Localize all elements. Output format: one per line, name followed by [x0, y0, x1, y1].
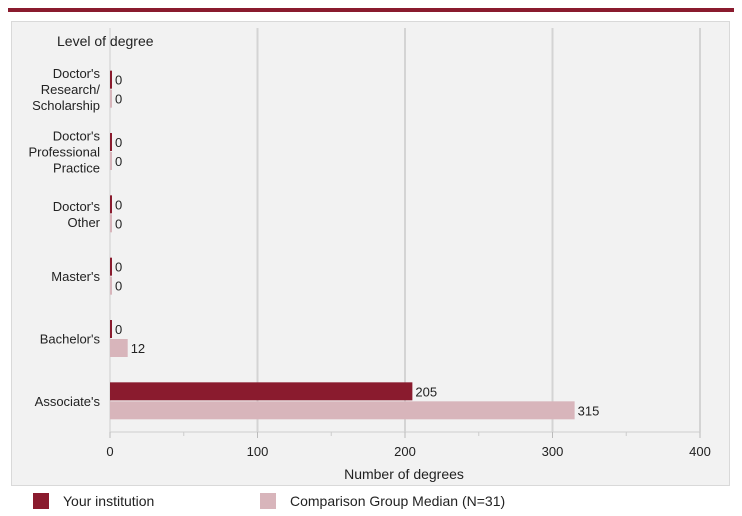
data-label: 0 [115, 73, 122, 88]
legend-label-your-institution: Your institution [63, 493, 154, 509]
category-label: Research/ [41, 82, 101, 97]
category-label: Master's [51, 269, 100, 284]
x-tick-label: 300 [542, 444, 564, 459]
data-label: 0 [115, 135, 122, 150]
bar-comparison [110, 152, 112, 170]
data-label: 0 [115, 154, 122, 169]
data-label: 0 [115, 322, 122, 337]
legend-swatch-comparison [260, 493, 276, 509]
grid-lines [110, 28, 700, 432]
category-label: Doctor's [53, 66, 101, 81]
category-label: Scholarship [32, 98, 100, 113]
x-axis-label: Number of degrees [344, 466, 464, 482]
data-label: 12 [131, 341, 145, 356]
data-label: 0 [115, 92, 122, 107]
bar-comparison [110, 277, 112, 295]
x-tick-label: 0 [106, 444, 113, 459]
legend-swatch-your-institution [33, 493, 49, 509]
data-label: 0 [115, 216, 122, 231]
legend-label-comparison: Comparison Group Median (N=31) [290, 493, 505, 509]
data-label: 0 [115, 260, 122, 275]
legend-item-comparison: Comparison Group Median (N=31) [260, 493, 505, 509]
bars: 0 0 0 0 0 0 0 0 0 12 205 315 [110, 71, 599, 420]
category-label: Other [67, 215, 100, 230]
bar-comparison [110, 90, 112, 108]
bar-comparison [110, 339, 128, 357]
category-label: Doctor's [53, 129, 101, 144]
x-tick-label: 100 [247, 444, 269, 459]
bar-your-institution [110, 195, 112, 213]
bar-your-institution [110, 258, 112, 276]
x-tick-label: 200 [394, 444, 416, 459]
data-label: 315 [578, 403, 600, 418]
bar-comparison [110, 214, 112, 232]
bar-your-institution [110, 71, 112, 89]
bar-your-institution [110, 382, 412, 400]
data-label: 0 [115, 279, 122, 294]
bar-your-institution [110, 133, 112, 151]
data-label: 0 [115, 197, 122, 212]
x-tick-label: 400 [689, 444, 711, 459]
category-label: Doctor's [53, 199, 101, 214]
category-label: Bachelor's [40, 332, 101, 347]
category-label: Practice [53, 161, 100, 176]
legend-item-your-institution: Your institution [33, 493, 154, 509]
category-label: Professional [28, 145, 100, 160]
data-label: 205 [415, 384, 437, 399]
category-labels: Doctor'sResearch/ScholarshipDoctor'sProf… [28, 66, 100, 409]
category-label: Associate's [35, 394, 101, 409]
bar-your-institution [110, 320, 112, 338]
bar-comparison [110, 401, 575, 419]
x-axis-ticks: 0 100 200 300 400 [106, 432, 710, 459]
chart-title: Level of degree [57, 33, 154, 49]
